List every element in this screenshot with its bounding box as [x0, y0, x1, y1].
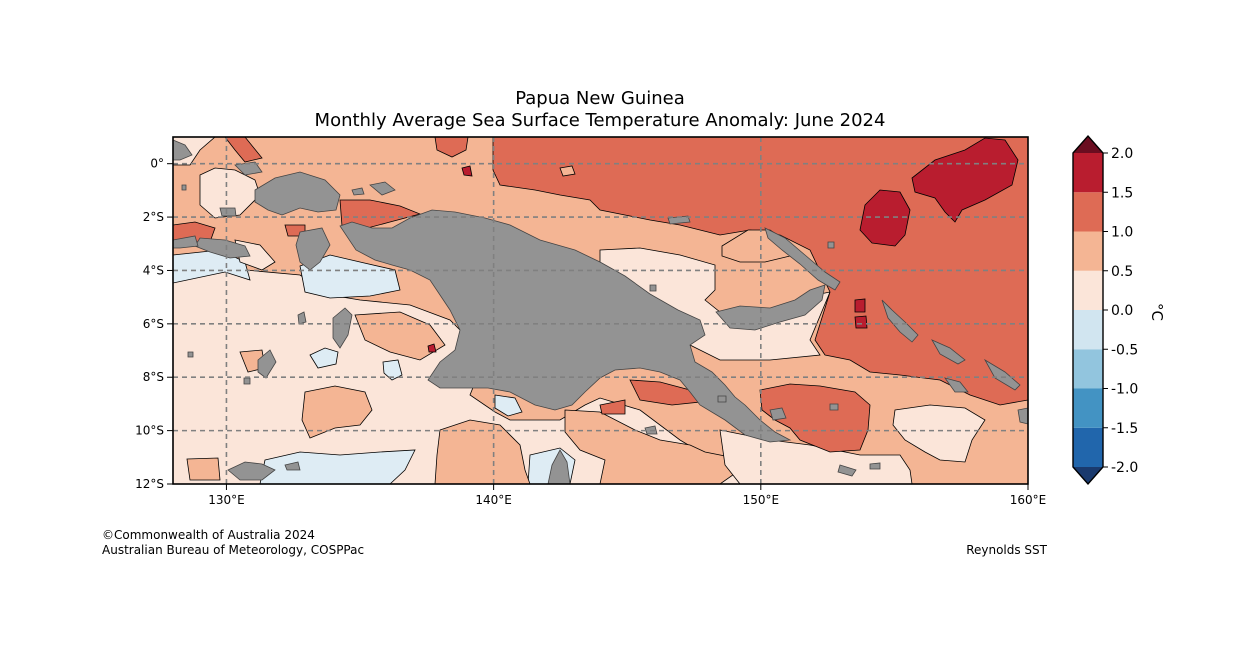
lat-tick-label: 6°S: [143, 317, 164, 331]
land-timor: [227, 461, 276, 481]
colorbar-tick-label: -0.5: [1111, 342, 1138, 358]
land-new-ireland: [764, 227, 841, 291]
lat-tick-label: 8°S: [143, 370, 164, 384]
colorbar-tick-label: -1.0: [1111, 382, 1138, 398]
lat-tick-label: 4°S: [143, 263, 164, 277]
land-wetar: [284, 461, 301, 471]
anomaly-region-0.5-1.0: [559, 165, 576, 177]
land-islet: [717, 395, 727, 403]
colorbar-under-arrow: [1073, 467, 1103, 484]
anomaly-region-neg-0.5-0.0: [494, 394, 523, 417]
colorbar-swatch: [1073, 270, 1103, 310]
land-islet: [829, 403, 839, 411]
land-tanimbar: [257, 349, 277, 379]
colorbar-unit-label: °C: [1148, 303, 1166, 321]
colorbar-tick-label: 0.0: [1111, 303, 1133, 319]
anomaly-region-0.0-0.5: [892, 404, 986, 463]
anomaly-region-1.5-2.0: [461, 165, 473, 177]
anomaly-region-1.5-2.0: [859, 189, 911, 247]
land-islet: [243, 377, 251, 385]
anomaly-region-0.0-0.5: [719, 429, 913, 484]
land-aru: [332, 307, 353, 349]
colorbar-tick-label: -1.5: [1111, 421, 1138, 437]
land-masses: [173, 139, 1028, 484]
colorbar-tick-label: -2.0: [1111, 460, 1138, 476]
anomaly-region-neg-0.5-0.0: [309, 347, 339, 369]
land-solomons-4: [1017, 407, 1028, 425]
colorbar-swatch: [1073, 231, 1103, 271]
colorbar-tick-label: 1.5: [1111, 185, 1133, 201]
land-solomons-2: [983, 358, 1021, 391]
lon-tick-label: 140°E: [475, 493, 512, 507]
colorbar-swatch: [1073, 349, 1103, 389]
land-new-guinea: [339, 209, 792, 443]
colorbar-swatch: [1073, 427, 1103, 467]
copyright-credit: ©Commonwealth of Australia 2024 Australi…: [102, 528, 364, 558]
anomaly-region-1.0-1.5: [599, 399, 626, 415]
graticule: [173, 137, 1028, 484]
land-louisiade-2: [869, 462, 881, 470]
colorbar-swatch: [1073, 192, 1103, 232]
anomaly-region-1.5-2.0: [854, 315, 868, 329]
latitude-axis: 0° 2°S 4°S 6°S 8°S 10°S 12°S: [135, 157, 173, 491]
land-yapen: [351, 187, 365, 196]
data-source-credit: Reynolds SST: [966, 543, 1047, 557]
lat-tick-label: 12°S: [135, 477, 164, 491]
lon-tick-label: 150°E: [743, 493, 780, 507]
anomaly-region-1.0-1.5: [434, 137, 469, 158]
longitude-axis: 130°E 140°E 150°E 160°E: [208, 484, 1046, 507]
map-frame: [172, 136, 1029, 485]
anomaly-region-0.5-1.0: [301, 385, 373, 439]
map-title-region: Papua New Guinea: [515, 88, 685, 109]
anomaly-region-0.5-1.0: [354, 311, 446, 361]
colorbar-tick-label: 0.5: [1111, 264, 1133, 280]
anomaly-region-1.5-2.0: [854, 298, 866, 313]
copyright-line: ©Commonwealth of Australia 2024: [102, 528, 315, 542]
map-field: [173, 137, 1028, 484]
anomaly-region-0.5-1.0: [186, 457, 221, 481]
land-new-britain: [715, 284, 826, 331]
lat-tick-label: 10°S: [135, 424, 164, 438]
land-islet: [187, 351, 194, 358]
colorbar-swatch: [1073, 310, 1103, 350]
land-bougainville: [881, 299, 919, 343]
land-solomons-1: [931, 339, 966, 365]
land-kai: [297, 311, 307, 325]
anomaly-region-neg-0.5-0.0: [299, 254, 401, 299]
lat-tick-label: 0°: [150, 157, 164, 171]
colorbar: -2.0 -1.5 -1.0 -0.5 0.0 0.5 1.0 1.5 2.0: [1072, 134, 1138, 486]
land-islet: [181, 184, 187, 191]
colorbar-over-arrow: [1073, 136, 1103, 153]
colorbar-swatch: [1073, 153, 1103, 193]
anomaly-region-0.5-1.0: [434, 419, 531, 484]
lat-tick-label: 2°S: [143, 210, 164, 224]
land-misool: [219, 207, 237, 217]
lon-tick-label: 130°E: [208, 493, 245, 507]
agency-line: Australian Bureau of Meteorology, COSPPa…: [102, 543, 365, 557]
land-cape-york: [547, 449, 571, 484]
land-seram: [194, 237, 251, 259]
anomaly-region-1.0-1.5: [224, 137, 263, 163]
colorbar-tick-label: 1.0: [1111, 225, 1133, 241]
land-dentrecasteaux: [769, 407, 787, 421]
land-islet: [649, 284, 657, 292]
anomaly-region-neg-0.5-0.0: [259, 449, 416, 484]
lon-tick-label: 160°E: [1010, 493, 1047, 507]
anomaly-region-neg-0.5-0.0: [382, 359, 403, 381]
anomaly-region-1.5-2.0: [911, 137, 1019, 223]
colorbar-swatch: [1073, 388, 1103, 428]
land-birds-head: [254, 171, 341, 216]
land-solomons-3: [944, 377, 969, 393]
map-title-description: Monthly Average Sea Surface Temperature …: [314, 110, 886, 131]
land-biak: [369, 181, 396, 196]
land-louisiade: [837, 464, 857, 477]
land-birds-head-south: [295, 227, 331, 271]
land-halmahera: [173, 139, 193, 161]
anomaly-region-1.5-2.0: [427, 343, 437, 353]
land-islet: [827, 241, 835, 249]
land-buru: [173, 235, 199, 249]
colorbar-tick-label: 2.0: [1111, 146, 1133, 162]
